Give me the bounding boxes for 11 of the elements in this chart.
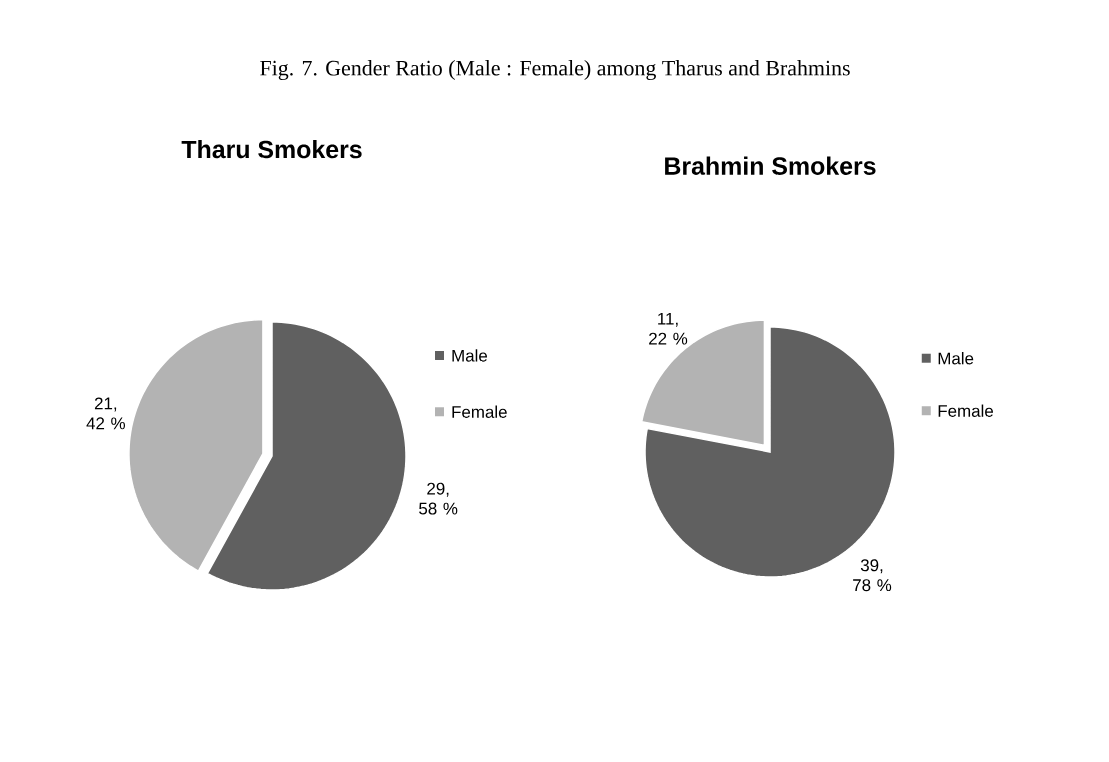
- chart-title: Brahmin Smokers: [665, 156, 876, 175]
- chart-title: Tharu Smokers: [181, 139, 362, 159]
- legend-label: Male: [452, 349, 488, 362]
- legend-label: Male: [938, 352, 974, 365]
- caption: Fig. 7. Gender Ratio (Male : Female) among Tharus and Brahmins: [260, 60, 850, 81]
- legend-label: Female: [452, 405, 507, 418]
- data-label: 11, 22 %: [649, 312, 688, 345]
- data-label: 29, 58 %: [419, 482, 458, 515]
- data-label: 21, 42 %: [86, 397, 125, 430]
- data-label: 39, 78 %: [853, 559, 892, 592]
- legend-label: Female: [938, 404, 993, 417]
